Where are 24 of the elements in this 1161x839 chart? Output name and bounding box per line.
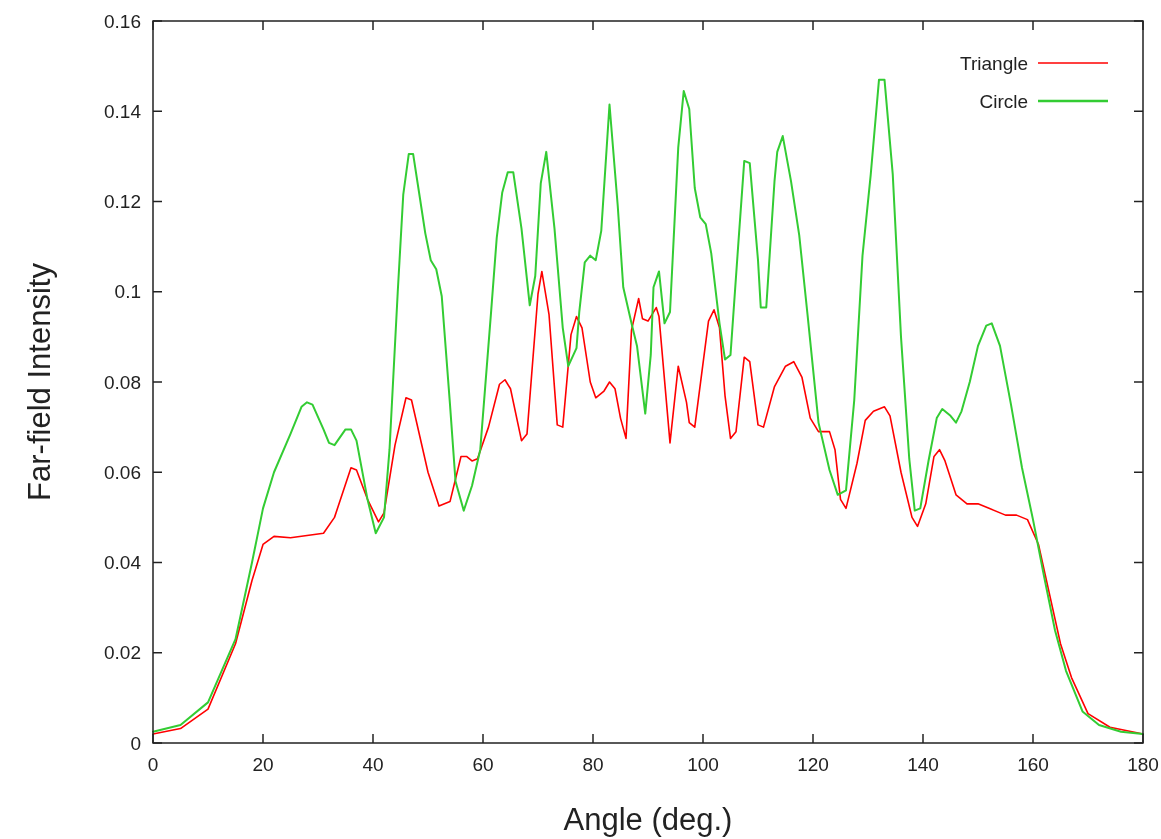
x-tick-label: 0: [147, 754, 159, 775]
y-tick-label: 0.06: [104, 461, 141, 483]
x-tick-label: 120: [797, 754, 829, 775]
line-series: [152, 78, 1144, 735]
y-tick-label: 0.12: [104, 191, 141, 213]
y-tick-label: 0: [130, 732, 141, 754]
x-axis-title: Angle (deg.): [563, 802, 733, 837]
y-tick-label: 0.02: [104, 642, 141, 664]
x-tick-label: 60: [472, 754, 494, 775]
y-axis-title: Far-field Intensity: [22, 262, 57, 501]
x-tick-label: 100: [687, 754, 719, 775]
legend-label: Circle: [979, 90, 1028, 112]
y-tick-label: 0.1: [114, 281, 141, 303]
x-tick-label: 40: [362, 754, 384, 775]
y-tick-label: 0.14: [104, 100, 142, 122]
x-tick-label: 80: [582, 754, 604, 775]
x-tick-label: 20: [252, 754, 274, 775]
y-tick-label: 0.04: [104, 552, 142, 574]
x-tick-label: 140: [907, 754, 939, 775]
y-tick-label: 0.08: [104, 371, 141, 393]
x-tick-label: 160: [1017, 754, 1049, 775]
legend-label: Triangle: [960, 52, 1028, 74]
y-tick-label: 0.16: [104, 10, 141, 32]
x-tick-label: 180: [1127, 754, 1159, 775]
